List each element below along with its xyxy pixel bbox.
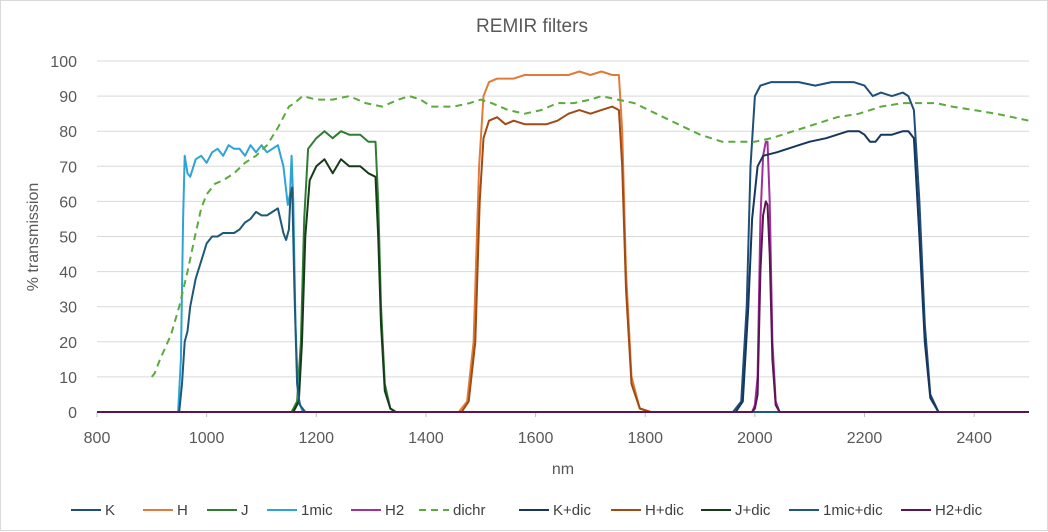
legend-item: H: [143, 502, 188, 519]
x-axis-label: nm: [552, 461, 574, 478]
series-line-dichr: [151, 95, 1030, 378]
legend-label: H2: [385, 502, 404, 519]
legend-item: J+dic: [701, 502, 771, 519]
series-line-h2: [97, 140, 1029, 413]
legend-item: 1mic+dic: [789, 502, 883, 519]
chart-title: REMIR filters: [476, 16, 588, 37]
series-layer: [97, 70, 1030, 413]
x-tick-label: 1800: [627, 430, 663, 447]
legend-item: 1mic: [267, 502, 333, 519]
legend-item: H+dic: [611, 502, 684, 519]
y-tick-label: 80: [59, 124, 77, 141]
legend-item: J: [207, 502, 249, 519]
legend-item: dichr: [419, 502, 486, 519]
y-tick-label: 100: [50, 54, 77, 71]
legend-item: K: [71, 502, 115, 519]
x-tick-label: 1600: [518, 430, 554, 447]
series-line-k-dic: [97, 130, 1029, 413]
series-line-j-dic: [97, 158, 1029, 413]
y-axis-label: % transmission: [25, 183, 42, 291]
x-axis-ticks: 800 1000 1200 1400 1600 1800 2000 2200 2400: [84, 412, 992, 447]
x-tick-label: 2400: [956, 430, 992, 447]
x-tick-label: 1200: [298, 430, 334, 447]
series-line-h: [97, 70, 1029, 413]
legend-label: dichr: [453, 502, 486, 519]
legend-label: 1mic+dic: [823, 502, 883, 519]
y-tick-label: 40: [59, 265, 77, 282]
series-line-1mic: [97, 144, 1029, 413]
series-line-h-dic: [97, 105, 1029, 413]
legend-item: H2: [351, 502, 404, 519]
x-tick-label: 800: [84, 430, 111, 447]
series-line-h2-dic: [97, 200, 1029, 413]
x-tick-label: 2200: [847, 430, 883, 447]
y-tick-label: 60: [59, 194, 77, 211]
legend-label: 1mic: [301, 502, 333, 519]
legend-label: K+dic: [553, 502, 591, 519]
legend-label: H+dic: [645, 502, 684, 519]
x-tick-label: 1000: [189, 430, 225, 447]
series-line-1mic-dic: [97, 186, 1029, 413]
x-tick-label: 1400: [408, 430, 444, 447]
y-tick-label: 90: [59, 89, 77, 106]
x-tick-label: 2000: [737, 430, 773, 447]
y-axis-ticks: 0 10 20 30 40 50 60 70 80 90 100: [50, 54, 77, 422]
y-tick-label: 0: [68, 405, 77, 422]
y-tick-label: 30: [59, 300, 77, 317]
y-tick-label: 20: [59, 335, 77, 352]
legend-item: K+dic: [519, 502, 591, 519]
legend-label: H2+dic: [935, 502, 983, 519]
legend: K H J 1mic H2 dichr K+dic H+dic J+dic 1mic+dic H2+…: [71, 502, 983, 519]
legend-label: J+dic: [735, 502, 771, 519]
legend-label: H: [177, 502, 188, 519]
legend-label: K: [105, 502, 115, 519]
grid-layer: [97, 60, 1029, 413]
y-tick-label: 70: [59, 159, 77, 176]
legend-label: J: [241, 502, 249, 519]
y-tick-label: 10: [59, 370, 77, 387]
y-tick-label: 50: [59, 230, 77, 247]
series-line-k: [97, 81, 1029, 413]
legend-item: H2+dic: [901, 502, 983, 519]
